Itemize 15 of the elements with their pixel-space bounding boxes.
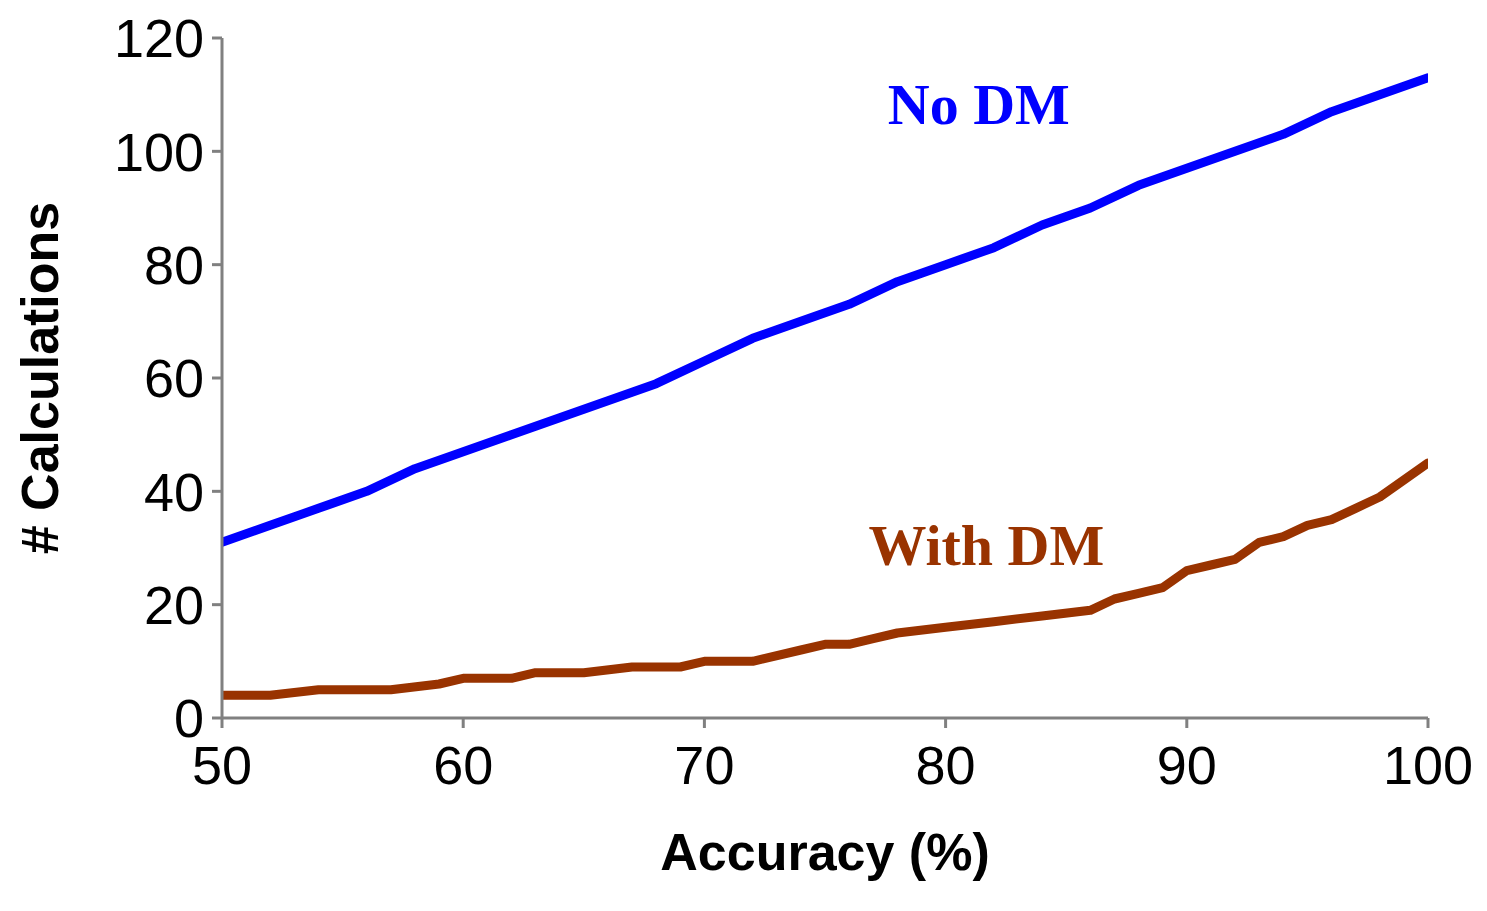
x-tick-label: 90 bbox=[1156, 735, 1217, 796]
series-label: With DM bbox=[868, 513, 1105, 578]
x-tick-label: 70 bbox=[674, 735, 735, 796]
y-tick-label: 120 bbox=[113, 8, 204, 69]
y-axis-title: # Calculations bbox=[10, 200, 70, 557]
x-tick-label: 60 bbox=[433, 735, 494, 796]
y-tick-label: 100 bbox=[113, 121, 204, 182]
y-tick-label: 20 bbox=[143, 574, 204, 635]
x-tick-label: 100 bbox=[1382, 735, 1474, 796]
x-axis-title: Accuracy (%) bbox=[660, 823, 990, 881]
y-tick-label: 80 bbox=[143, 234, 204, 295]
y-tick-label: 60 bbox=[143, 348, 204, 409]
x-tick-label: 80 bbox=[915, 735, 976, 796]
y-tick-label: 40 bbox=[143, 461, 204, 522]
series-label: No DM bbox=[887, 71, 1070, 137]
